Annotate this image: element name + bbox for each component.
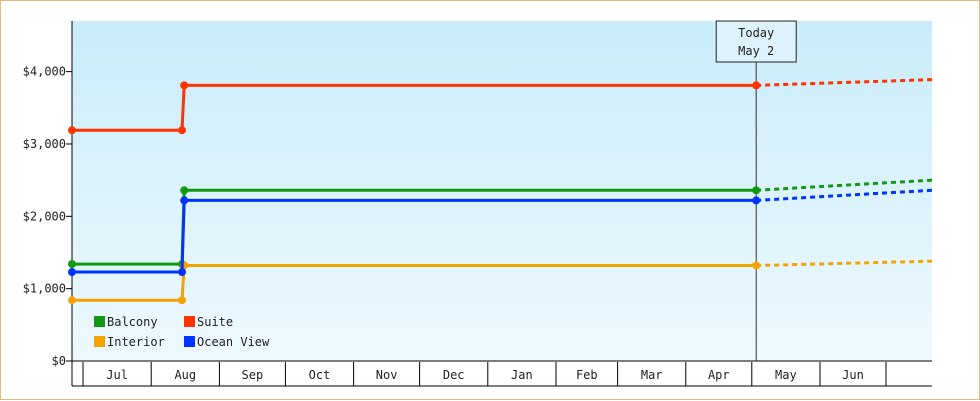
series-forecast-line (756, 78, 933, 87)
legend-label: Balcony (107, 315, 158, 329)
y-tick-label: $1,000 (23, 282, 66, 296)
x-tick-label: Mar (641, 368, 663, 382)
series-line (72, 198, 757, 274)
series-point (752, 81, 761, 90)
x-tick-label: Feb (576, 368, 598, 382)
series-point (180, 186, 189, 195)
legend-swatch (94, 336, 105, 347)
series-point (68, 260, 76, 269)
x-tick-label: Dec (443, 368, 465, 382)
x-tick-label: Nov (376, 368, 398, 382)
today-box (715, 20, 797, 63)
legend-swatch (184, 336, 195, 347)
legend: Balcony Suite Interior Ocean View (94, 315, 270, 349)
series-point (178, 268, 186, 277)
series-point (68, 268, 76, 277)
axes: $0 $1,000 $2,000 $3,000 $4,000 Jul Aug Sep Oct No… (23, 21, 932, 387)
y-tick-label: $0 (52, 354, 66, 368)
series-point (178, 126, 186, 135)
x-tick-label: Apr (708, 368, 730, 382)
series-forecast-line (756, 259, 933, 268)
x-tick-label: Jun (842, 368, 864, 382)
today-label: Today (738, 26, 774, 40)
series-forecast-line (756, 188, 933, 202)
x-tick-label: Aug (174, 368, 196, 382)
series-point (752, 186, 761, 195)
series-ocean-view (68, 188, 933, 277)
series-point (180, 196, 189, 205)
y-tick-label: $2,000 (23, 209, 66, 223)
series-point (68, 296, 76, 305)
y-tick-label: $4,000 (23, 65, 66, 79)
legend-swatch (94, 316, 105, 327)
series-point (752, 261, 761, 270)
x-tick-label: May (775, 368, 797, 382)
series-point (68, 126, 76, 135)
x-tick-label: Jul (106, 368, 128, 382)
series-forecast-line (756, 178, 933, 192)
series-point (752, 196, 761, 205)
series-line (72, 264, 757, 302)
legend-label: Suite (197, 315, 233, 329)
series-point (180, 81, 189, 90)
legend-swatch (184, 316, 195, 327)
legend-label: Interior (107, 335, 165, 349)
series-suite (68, 78, 933, 135)
x-tick-label: Oct (309, 368, 331, 382)
y-tick-label: $3,000 (23, 137, 66, 151)
x-tick-label: Sep (242, 368, 264, 382)
series-point (178, 296, 186, 305)
x-tick-label: Jan (511, 368, 533, 382)
today-marker: Today May 2 (715, 20, 797, 361)
series-line (72, 83, 757, 132)
series-layer (68, 78, 933, 305)
legend-label: Ocean View (197, 335, 270, 349)
today-date: May 2 (738, 44, 774, 58)
